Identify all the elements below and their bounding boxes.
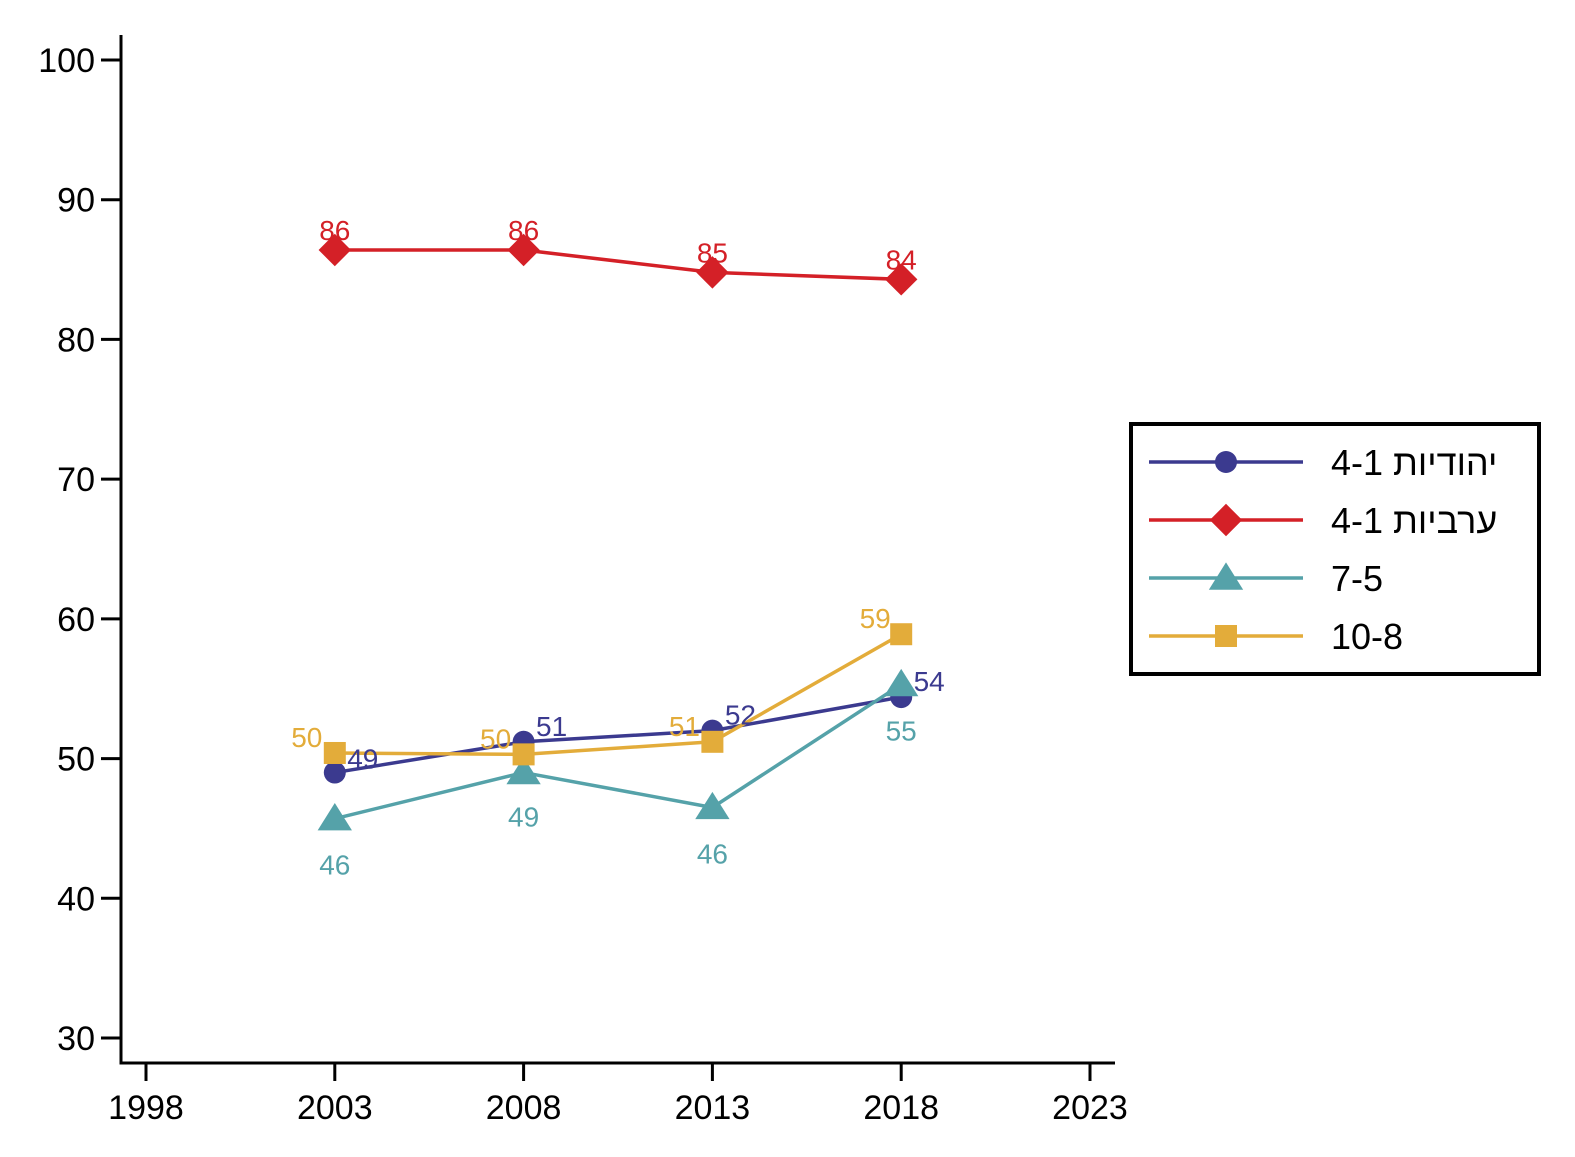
data-point [317,803,352,831]
legend-marker [1208,562,1244,590]
y-tick-label: 90 [57,182,95,220]
data-label: 85 [697,237,728,268]
x-tick-label: 2018 [863,1089,939,1127]
data-label: 46 [697,838,728,869]
series-3 [317,668,919,831]
data-label: 51 [669,711,700,742]
legend-label: 10-8 [1331,616,1403,657]
x-tick-label: 2023 [1052,1089,1128,1127]
data-label: 86 [508,215,539,246]
legend: 4-1 יהודיות 4-1 ערביות 7-5 10-8 [1129,422,1541,676]
legend-item: 4-1 ערביות [1149,500,1497,541]
data-point [507,233,540,267]
series-line [334,248,902,282]
x-tick-label: 1998 [108,1089,184,1127]
data-point [318,233,351,267]
data-point [695,791,730,820]
legend-label: 4-1 יהודיות [1331,442,1497,483]
x-tick-label: 2013 [675,1089,751,1127]
data-label: 50 [480,723,511,754]
series-line [334,632,903,757]
series-line [334,695,902,775]
legend-marker [1209,503,1243,537]
data-label: 54 [914,666,945,697]
data-label: 55 [886,716,917,747]
data-labels-layer: 49 51 52 54 86 86 85 84 46 49 46 55 50 50 51 59 [291,215,945,881]
data-label: 49 [508,802,539,833]
data-label: 51 [536,711,567,742]
data-point [323,741,346,764]
y-tick-label: 60 [57,601,95,639]
y-tick-label: 100 [38,42,95,80]
legend-label: 7-5 [1331,558,1383,599]
legend-item: 10-8 [1149,616,1403,657]
y-tick-label: 40 [57,880,95,918]
data-point [884,668,919,697]
y-tick-label: 30 [57,1020,95,1058]
data-point [885,263,918,296]
legend-item: 7-5 [1149,558,1383,599]
data-label: 84 [886,244,917,275]
y-tick-label: 70 [57,461,95,499]
data-point [696,256,729,289]
data-point [701,730,724,753]
series-line [334,683,903,821]
data-point [512,743,535,766]
data-label: 86 [319,215,350,246]
data-label: 52 [725,700,756,731]
data-label: 50 [291,722,322,753]
x-tick-label: 2008 [486,1089,562,1127]
axes: 30 40 50 60 70 80 90 100 1998 2003 2008 2013 2018 202… [38,35,1128,1127]
series-2 [318,233,918,296]
legend-label: 4-1 ערביות [1331,500,1497,541]
data-point [890,623,913,646]
series-layer [317,233,919,831]
y-tick-label: 50 [57,741,95,779]
x-tick-label: 2003 [297,1089,373,1127]
data-label: 49 [347,744,378,775]
data-point [506,756,541,785]
data-label: 46 [319,850,350,881]
legend-marker [1215,451,1237,473]
legend-box [1129,422,1541,676]
series-4 [323,623,913,766]
y-tick-label: 80 [57,321,95,359]
data-point [323,761,346,784]
data-label: 59 [860,603,891,634]
legend-marker [1215,625,1237,647]
legend-item: 4-1 יהודיות [1149,442,1497,483]
